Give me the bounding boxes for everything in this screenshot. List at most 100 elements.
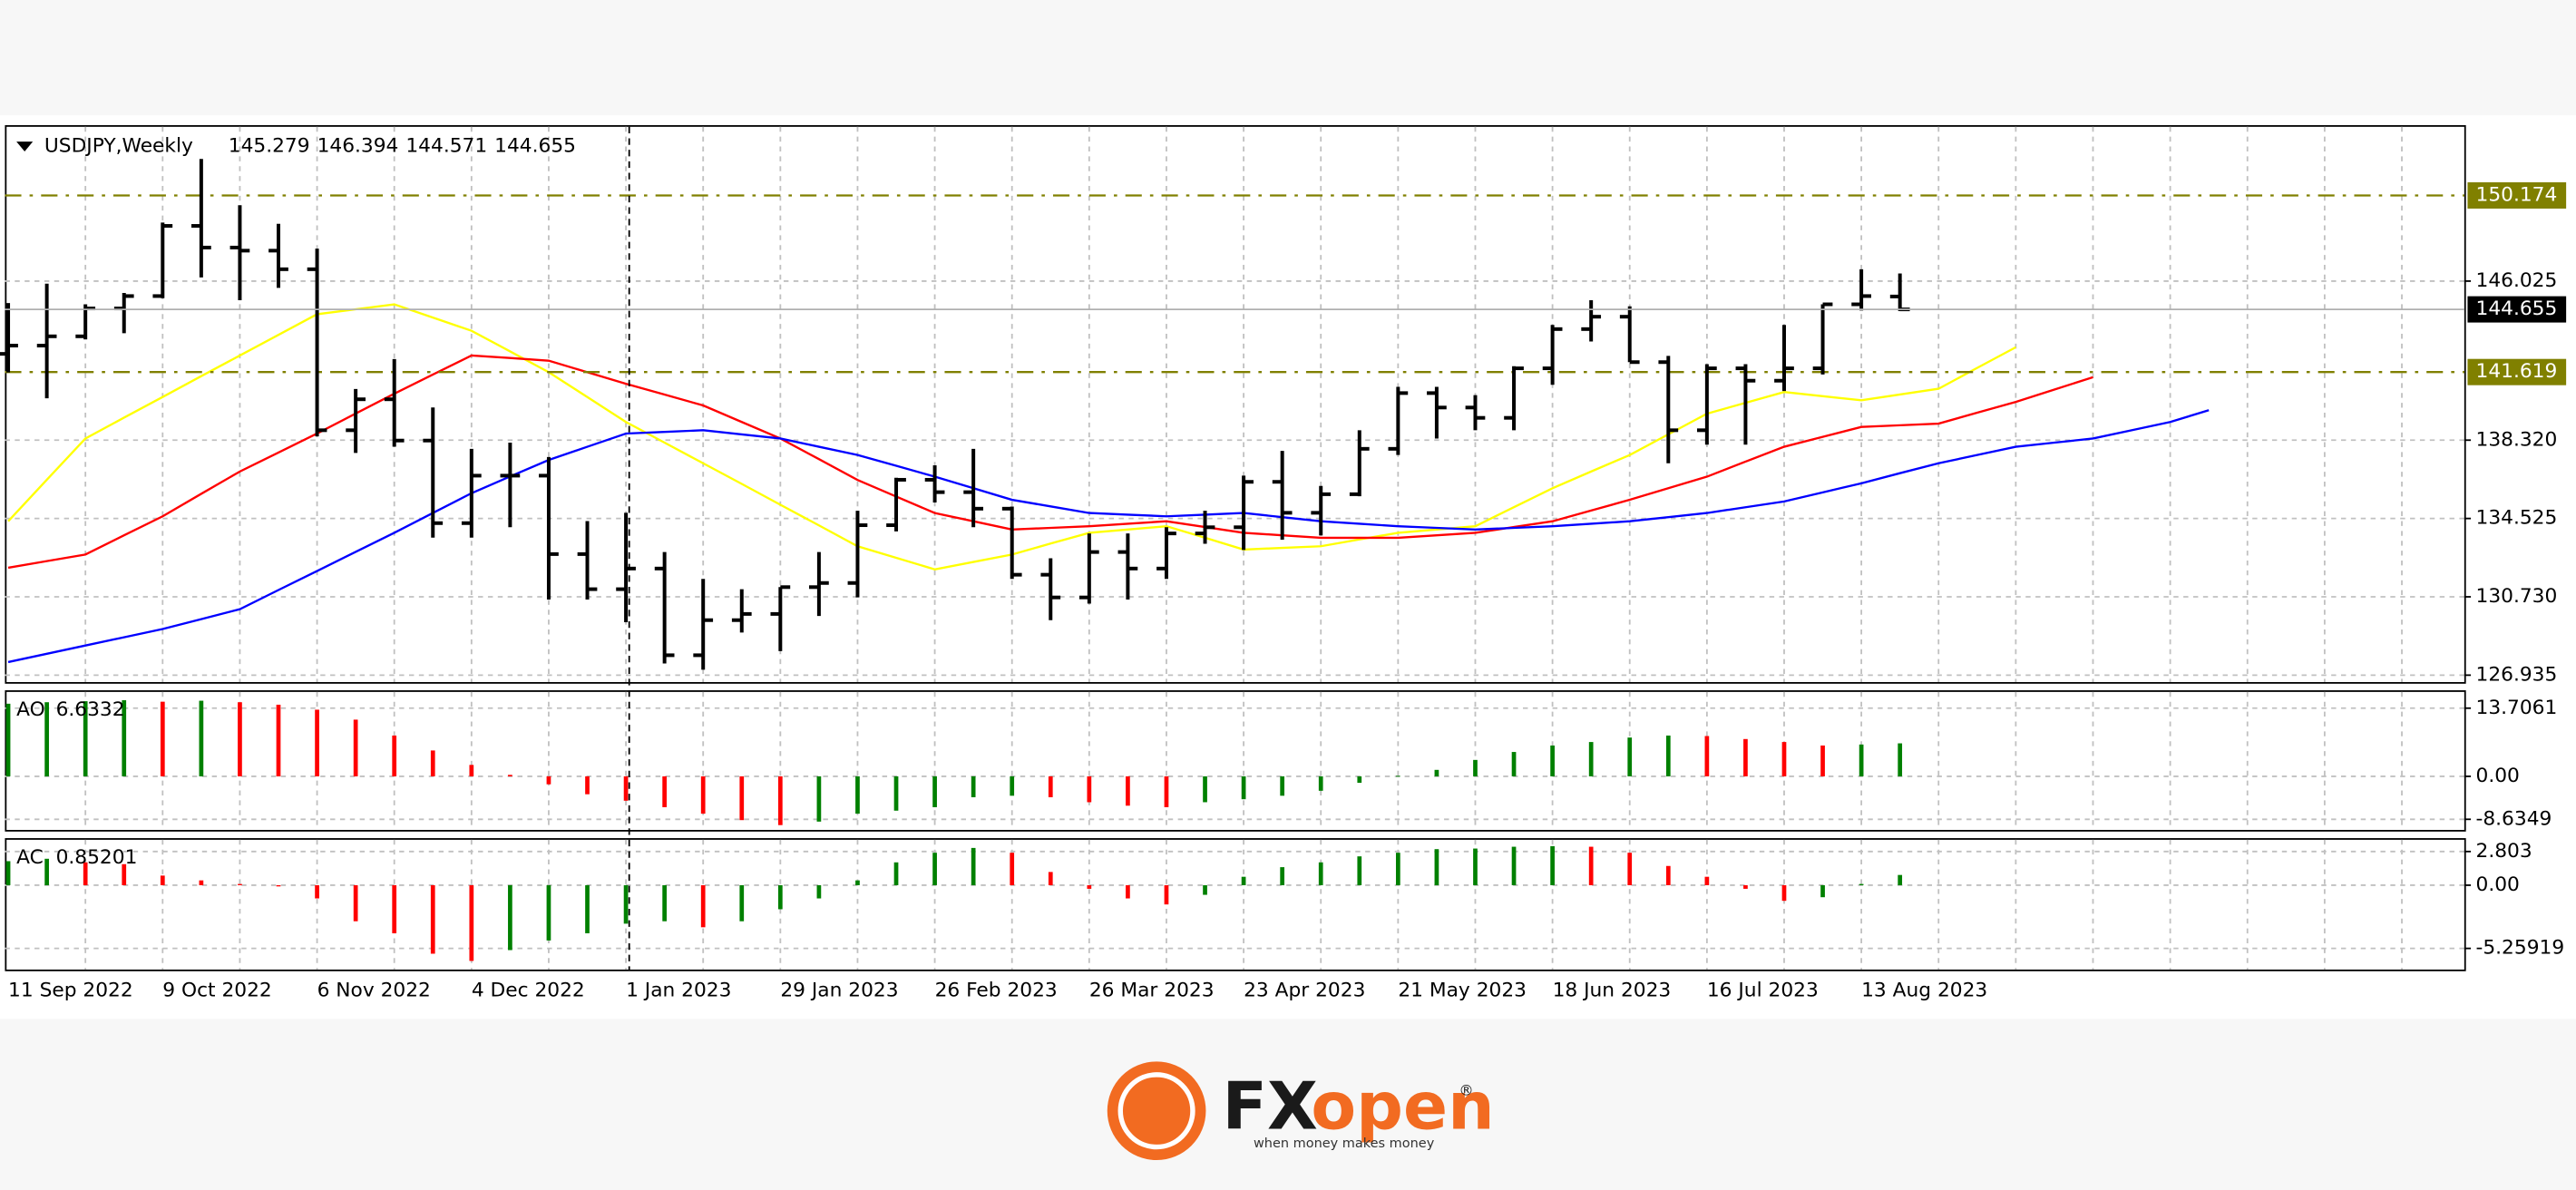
- histogram-bar: [1665, 735, 1671, 776]
- histogram-bar: [1511, 846, 1517, 885]
- histogram-bar: [160, 875, 165, 885]
- histogram-bar: [122, 700, 127, 776]
- histogram-bar: [1781, 742, 1787, 776]
- x-tick-label: 11 Sep 2022: [8, 980, 133, 1002]
- high-value: 146.394: [317, 135, 399, 158]
- histogram-bar: [1087, 775, 1092, 803]
- indicator-name: AC: [16, 846, 44, 869]
- histogram-bar: [1126, 884, 1130, 899]
- histogram-bar: [1550, 845, 1555, 885]
- symbol-menu[interactable]: [16, 141, 34, 151]
- histogram-bar: [44, 858, 49, 885]
- ac-panel: [5, 838, 2466, 971]
- histogram-bar: [662, 775, 667, 807]
- y-tick-label: 134.525: [2476, 507, 2558, 530]
- level-label-box: [2467, 358, 2567, 385]
- x-tick-label: 13 Aug 2023: [1861, 980, 1987, 1002]
- x-tick-label: 4 Dec 2022: [472, 980, 585, 1002]
- histogram-bar: [1743, 738, 1748, 776]
- x-tick-label: 21 May 2023: [1398, 980, 1527, 1002]
- histogram-bar: [1820, 745, 1825, 776]
- histogram-bar: [1318, 862, 1323, 885]
- x-tick-label: 16 Jul 2023: [1707, 980, 1819, 1002]
- chart-layer: 11 Sep 2022 9 Oct 2022 6 Nov 2022 4 Dec 202…: [0, 126, 2567, 1002]
- histogram-bar: [5, 861, 11, 885]
- moving-average: [7, 409, 2210, 664]
- histogram-bar: [1357, 856, 1362, 885]
- histogram-bar: [932, 775, 937, 807]
- histogram-bar: [546, 775, 551, 785]
- histogram-bar: [1550, 745, 1555, 776]
- histogram-bar: [469, 765, 474, 776]
- histogram-bar: [5, 703, 11, 776]
- histogram-bar: [1588, 846, 1594, 885]
- histogram-bar: [353, 884, 358, 922]
- histogram-bar: [1280, 775, 1285, 796]
- histogram-bar: [777, 884, 783, 910]
- histogram-bar: [1859, 883, 1864, 885]
- y-tick-label: 130.730: [2476, 585, 2558, 608]
- x-tick-label: 26 Feb 2023: [935, 980, 1058, 1002]
- histogram-bar: [1511, 752, 1517, 776]
- histogram-bar: [392, 884, 397, 933]
- logo-open: open: [1311, 1069, 1494, 1146]
- histogram-bar: [739, 775, 745, 821]
- histogram-bar: [855, 880, 860, 885]
- histogram-bar: [199, 880, 204, 885]
- level-label-box: [2467, 182, 2567, 209]
- histogram-bar: [1010, 853, 1015, 885]
- histogram-bar: [893, 862, 899, 885]
- level-label: 141.619: [2476, 360, 2558, 383]
- histogram-bar: [1898, 874, 1903, 885]
- y-tick-label: -5.25919: [2476, 937, 2565, 960]
- x-tick-label: 9 Oct 2022: [162, 980, 271, 1002]
- histogram-bar: [585, 775, 590, 795]
- histogram-bar: [160, 701, 165, 776]
- histogram-bar: [469, 884, 474, 961]
- y-tick-label: 13.7061: [2476, 697, 2558, 719]
- histogram-bar: [739, 884, 745, 922]
- open-value: 145.279: [229, 135, 310, 158]
- histogram-bar: [1164, 884, 1169, 905]
- histogram-bar: [1704, 876, 1710, 885]
- histogram-bar: [276, 884, 281, 887]
- histogram-bar: [1241, 876, 1246, 885]
- histogram-bar: [238, 702, 242, 776]
- histogram-bar: [816, 884, 822, 899]
- histogram-bar: [546, 884, 551, 941]
- histogram-bar: [392, 735, 397, 776]
- histogram-bar: [1280, 867, 1285, 885]
- histogram-bar: [1434, 849, 1439, 885]
- x-tick-label: 6 Nov 2022: [317, 980, 431, 1002]
- symbol: USDJPY,Weekly: [44, 135, 193, 158]
- histogram-bar: [1434, 769, 1439, 776]
- indicator-value: 0.85201: [56, 846, 138, 869]
- y-tick-label: 138.320: [2476, 428, 2558, 451]
- current-price-box: [2467, 296, 2567, 323]
- histogram-bar: [700, 775, 706, 814]
- histogram-bar: [1357, 775, 1362, 784]
- histogram-bar: [623, 884, 629, 924]
- histogram-bar: [816, 775, 822, 822]
- y-tick-label: -8.6349: [2476, 807, 2552, 830]
- logo-fx: FX: [1223, 1069, 1318, 1146]
- histogram-bar: [430, 884, 435, 954]
- histogram-bar: [44, 702, 49, 776]
- histogram-bar: [893, 775, 899, 811]
- histogram-bar: [1627, 853, 1633, 885]
- histogram-bar: [1087, 884, 1092, 889]
- level-label: 150.174: [2476, 183, 2558, 206]
- histogram-bar: [1164, 775, 1169, 807]
- low-value: 144.571: [405, 135, 487, 158]
- histogram-bar: [1048, 872, 1053, 885]
- y-tick-label: 126.935: [2476, 663, 2558, 686]
- histogram-bar: [585, 884, 590, 933]
- close-value: 144.655: [494, 135, 576, 158]
- histogram-bar: [83, 862, 88, 885]
- histogram-bar: [1126, 775, 1130, 806]
- histogram-bar: [971, 847, 976, 885]
- x-tick-label: 29 Jan 2023: [780, 980, 898, 1002]
- histogram-bar: [1781, 884, 1787, 902]
- logo: FX open ® when money makes money: [1107, 1061, 1495, 1161]
